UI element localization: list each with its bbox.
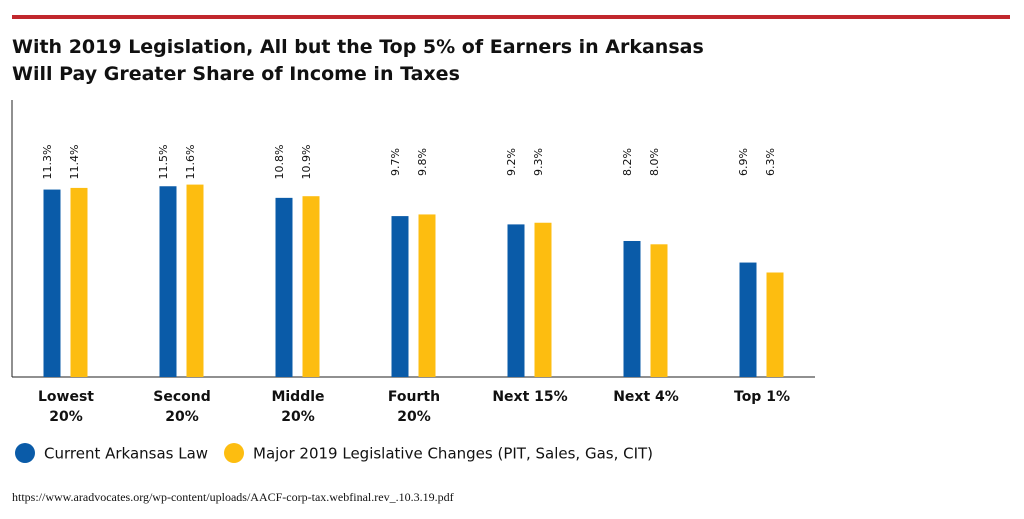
bar — [766, 272, 784, 377]
chart-title: Will Pay Greater Share of Income in Taxe… — [12, 63, 460, 85]
value-label: 6.9% — [737, 148, 750, 176]
x-tick-label: Next 4% — [613, 389, 679, 405]
x-tick-label: 20% — [281, 409, 315, 425]
bar — [623, 240, 641, 377]
value-label: 9.3% — [532, 148, 545, 176]
value-label: 9.8% — [416, 148, 429, 176]
value-label: 11.4% — [68, 145, 81, 180]
legend-label: Current Arkansas Law — [44, 445, 208, 463]
legend-swatch — [15, 443, 35, 463]
bar — [186, 184, 204, 377]
value-label: 8.2% — [621, 148, 634, 176]
x-tick-label: 20% — [49, 409, 83, 425]
value-label: 10.9% — [300, 145, 313, 180]
x-tick-label: Fourth — [388, 389, 440, 405]
legend-swatch — [224, 443, 244, 463]
bar — [418, 214, 436, 377]
x-tick-label: 20% — [397, 409, 431, 425]
bar — [159, 186, 177, 377]
bar — [70, 187, 88, 377]
x-tick-label: Lowest — [38, 389, 94, 405]
bar — [534, 222, 552, 377]
bar — [391, 216, 409, 377]
bar — [302, 196, 320, 377]
value-label: 11.3% — [41, 145, 54, 180]
bar — [275, 197, 293, 377]
value-label: 10.8% — [273, 145, 286, 180]
x-tick-label: Middle — [271, 389, 324, 405]
x-tick-label: 20% — [165, 409, 199, 425]
value-label: 6.3% — [764, 148, 777, 176]
value-label: 11.5% — [157, 145, 170, 180]
chart-title: With 2019 Legislation, All but the Top 5… — [12, 36, 704, 58]
value-label: 9.7% — [389, 148, 402, 176]
top-rule — [12, 15, 1010, 19]
source: https://www.aradvocates.org/wp-content/u… — [12, 490, 454, 504]
bar — [507, 224, 525, 377]
bar — [650, 244, 668, 377]
value-label: 9.2% — [505, 148, 518, 176]
value-label: 8.0% — [648, 148, 661, 176]
value-label: 11.6% — [184, 145, 197, 180]
bar — [739, 262, 757, 377]
bar — [43, 189, 61, 377]
legend-label: Major 2019 Legislative Changes (PIT, Sal… — [253, 445, 653, 463]
x-tick-label: Top 1% — [734, 389, 790, 405]
x-tick-label: Second — [153, 389, 210, 405]
x-tick-label: Next 15% — [492, 389, 567, 405]
